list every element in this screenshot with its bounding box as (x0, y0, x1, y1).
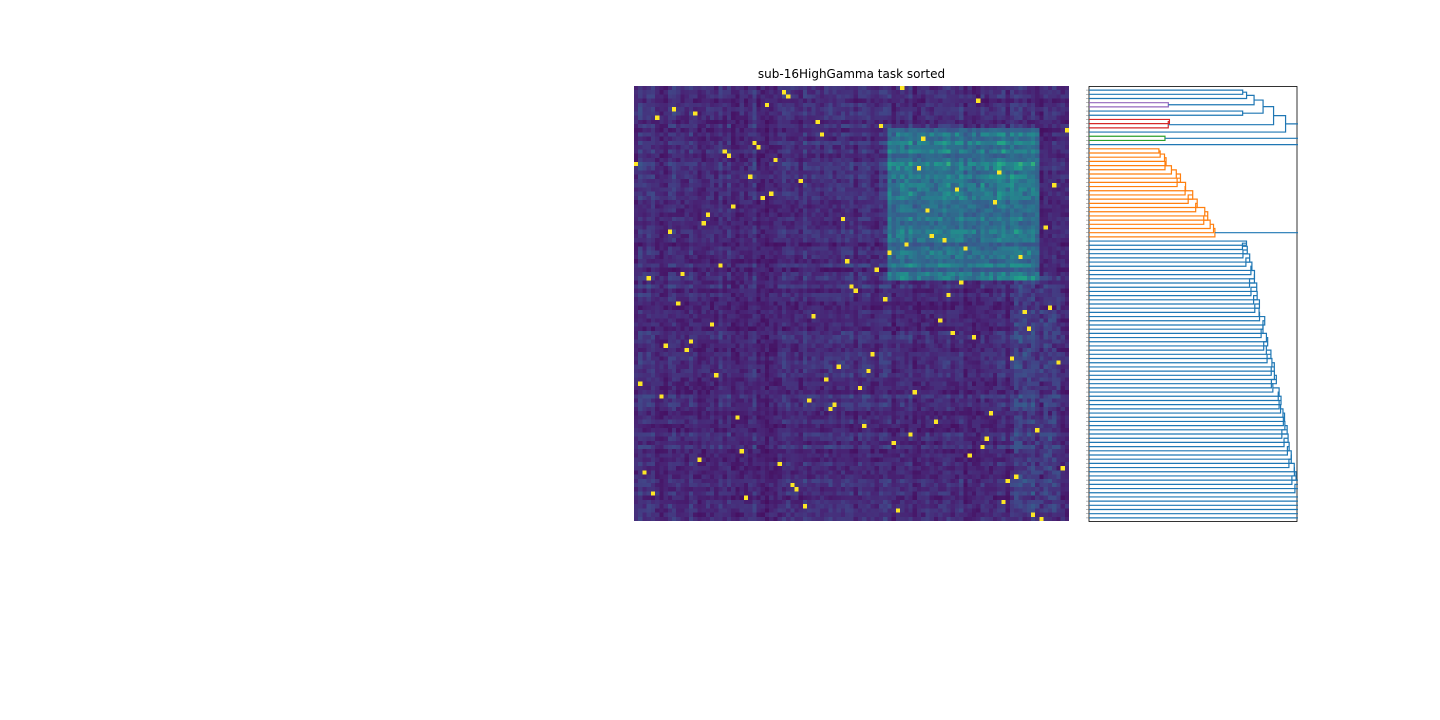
dendrogram-link (1089, 504, 1298, 506)
dendrogram-link (1214, 232, 1298, 234)
dendrogram-link (1089, 257, 1250, 267)
dendrogram-link (1089, 487, 1298, 498)
dendrogram-link (1089, 148, 1160, 154)
dendrogram-link (1089, 135, 1166, 142)
dendrogram-link (1089, 311, 1261, 322)
dendrogram-link (1089, 466, 1296, 477)
dendrogram-link (1089, 475, 1297, 485)
dendrogram-link (1089, 395, 1282, 406)
dendrogram-link (1168, 94, 1255, 106)
dendrogram-link (1089, 374, 1277, 385)
dendrogram-link (1089, 240, 1248, 246)
dendrogram-link (1089, 120, 1170, 129)
dendrogram-link (1089, 110, 1244, 116)
dendrogram-link (1089, 429, 1288, 439)
dendrogram-link (1089, 513, 1298, 515)
chart-title: sub-16HighGamma task sorted (757, 67, 946, 81)
dendrogram-link (1089, 299, 1261, 309)
dendrogram-link (1089, 483, 1298, 494)
dendrogram-link (1089, 89, 1244, 95)
dendrogram-link (1089, 508, 1298, 511)
dendrogram (1086, 86, 1298, 522)
dendrogram-link (1242, 99, 1264, 114)
dendrogram-link (1089, 366, 1275, 376)
dendrogram-link (1089, 387, 1280, 397)
dendrogram-link (1089, 324, 1264, 334)
dendrogram-link (1089, 118, 1171, 125)
dendrogram-link (1089, 215, 1208, 225)
dendrogram-link (1089, 399, 1282, 410)
dendrogram-link (1089, 441, 1290, 452)
dendrogram-link (1089, 378, 1277, 389)
dendrogram-link (1089, 412, 1286, 423)
dendrogram-link (1089, 91, 1248, 100)
dendrogram-link (1089, 144, 1298, 146)
dendrogram-link (1089, 150, 1161, 158)
dendrogram-link (1089, 500, 1298, 502)
dendrogram-link (1089, 286, 1257, 297)
dendrogram-link (1089, 408, 1284, 418)
dendrogram-link (1089, 102, 1169, 108)
dendrogram-link (1089, 223, 1215, 234)
dendrogram-link (1089, 479, 1298, 490)
dendrogram-link (1089, 517, 1298, 519)
dendrogram-link (1089, 153, 1166, 162)
dendrogram-link (1089, 450, 1292, 460)
dendrogram-link (1089, 261, 1253, 272)
dendrogram-link (1089, 295, 1258, 305)
dendrogram-link (1089, 190, 1194, 200)
dendrogram-link (1089, 157, 1167, 167)
dendrogram-link (1089, 242, 1247, 251)
dendrogram-link (1089, 194, 1193, 204)
dendrogram-link (1089, 165, 1173, 175)
dendrogram-link (1089, 278, 1255, 288)
dendrogram-link (1164, 123, 1298, 139)
heatmap (634, 86, 1069, 521)
